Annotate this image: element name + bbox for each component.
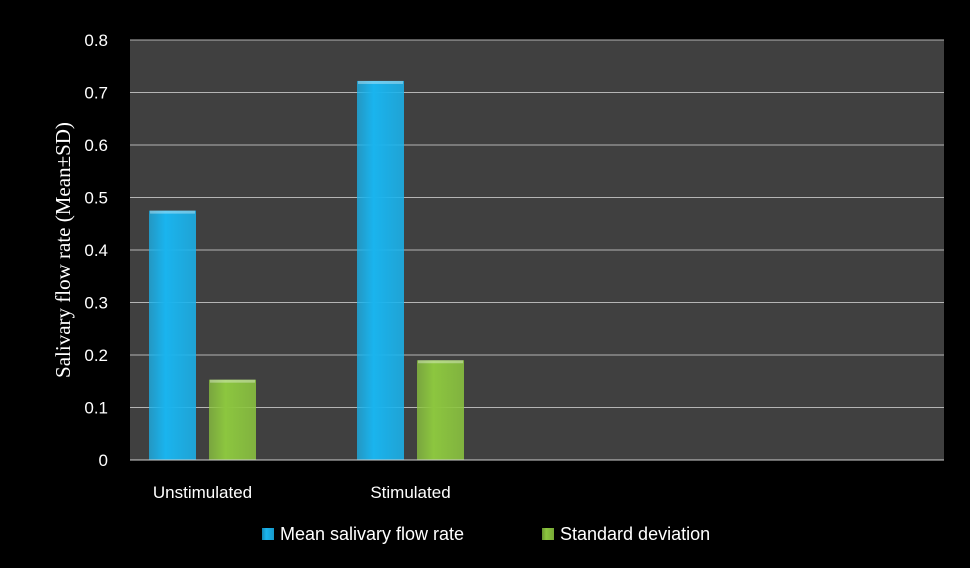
- legend-label: Mean salivary flow rate: [280, 524, 464, 544]
- bar-highlight: [210, 379, 255, 383]
- bar-standard-deviation-stimulated: [417, 360, 464, 460]
- x-category-label: Stimulated: [370, 483, 450, 502]
- y-tick-label: 0.8: [84, 31, 108, 50]
- y-axis-ticks: 0 0.1 0.2 0.3 0.4 0.5 0.6 0.7 0.8: [84, 31, 108, 470]
- legend: Mean salivary flow rate Standard deviatio…: [262, 524, 710, 544]
- y-tick-label: 0.5: [84, 189, 108, 208]
- y-tick-label: 0.1: [84, 399, 108, 418]
- y-tick-label: 0: [99, 451, 108, 470]
- legend-label: Standard deviation: [560, 524, 710, 544]
- bars: [149, 80, 464, 460]
- y-axis-title: Salivary flow rate (Mean±SD): [51, 122, 75, 378]
- legend-swatch: [262, 528, 274, 540]
- y-tick-label: 0.3: [84, 294, 108, 313]
- y-tick-label: 0.4: [84, 241, 108, 260]
- bar-mean-salivary-flow-rate-stimulated: [357, 80, 404, 460]
- x-category-label: Unstimulated: [153, 483, 252, 502]
- y-tick-label: 0.2: [84, 346, 108, 365]
- bar-standard-deviation-unstimulated: [209, 379, 256, 460]
- x-axis-labels: Unstimulated Stimulated: [153, 483, 451, 502]
- bar-highlight: [418, 360, 463, 364]
- legend-swatch: [542, 528, 554, 540]
- bar-highlight: [150, 210, 195, 214]
- y-tick-label: 0.6: [84, 136, 108, 155]
- bar-highlight: [358, 80, 403, 84]
- bar-mean-salivary-flow-rate-unstimulated: [149, 210, 196, 460]
- y-tick-label: 0.7: [84, 84, 108, 103]
- gridlines: [130, 39, 944, 408]
